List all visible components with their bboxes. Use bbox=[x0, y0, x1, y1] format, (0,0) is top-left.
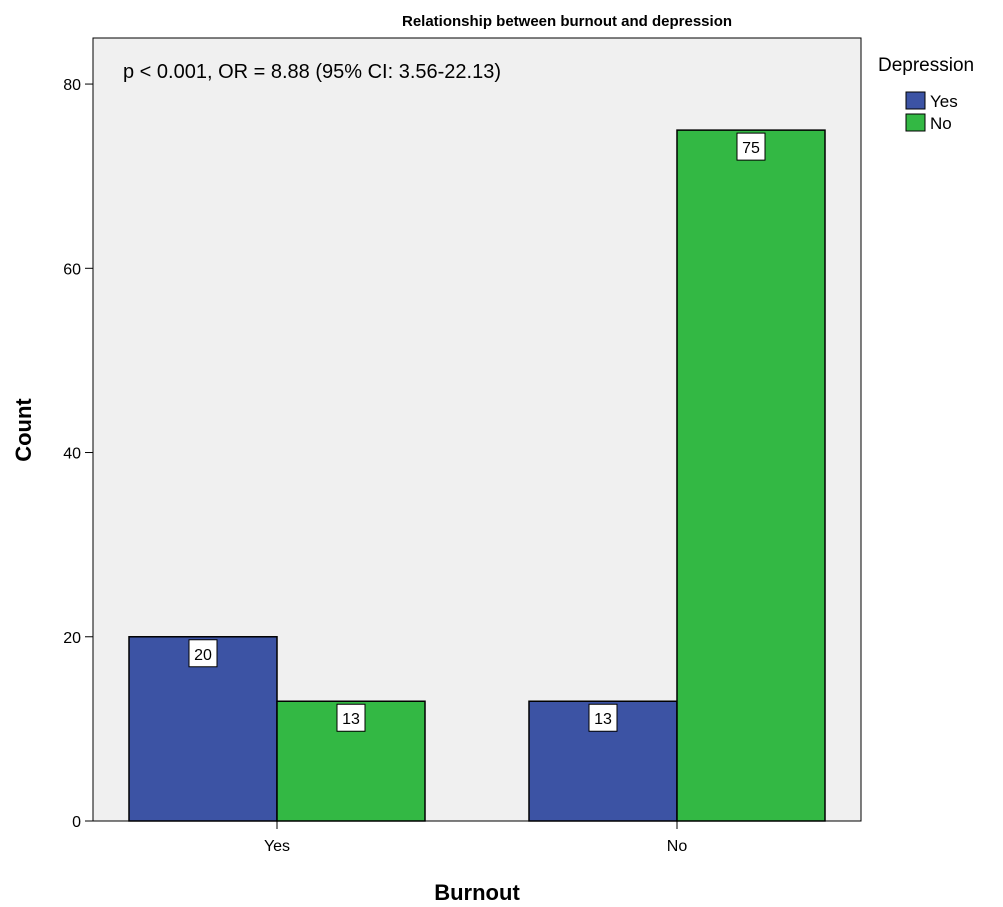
bar bbox=[676, 129, 826, 822]
data-label-box bbox=[188, 639, 218, 668]
y-tick-label: 40 bbox=[63, 446, 81, 463]
data-label: 75 bbox=[742, 140, 760, 157]
y-tick-label: 60 bbox=[63, 261, 81, 278]
legend-label: Yes bbox=[930, 92, 958, 111]
legend-swatch bbox=[905, 91, 926, 110]
data-label-box bbox=[588, 703, 618, 732]
legend-label: No bbox=[930, 114, 952, 133]
bar bbox=[128, 636, 278, 822]
legend: Depression Yes No bbox=[878, 55, 974, 133]
chart-title: Relationship between burnout and depress… bbox=[402, 13, 732, 30]
data-label-box bbox=[336, 703, 366, 732]
y-tick-label: 0 bbox=[72, 814, 81, 831]
data-label: 20 bbox=[194, 647, 212, 664]
x-tick-label: Yes bbox=[264, 838, 290, 855]
y-tick-label: 80 bbox=[63, 77, 81, 94]
data-label: 13 bbox=[594, 711, 612, 728]
y-tick-label: 20 bbox=[63, 630, 81, 647]
legend-swatch bbox=[905, 113, 926, 132]
stats-annotation: p < 0.001, OR = 8.88 (95% CI: 3.56-22.13… bbox=[123, 61, 501, 83]
y-axis-title: Count bbox=[11, 398, 36, 462]
legend-title: Depression bbox=[878, 55, 974, 76]
data-label: 13 bbox=[342, 711, 360, 728]
x-tick-label: No bbox=[667, 838, 688, 855]
x-axis-title: Burnout bbox=[434, 880, 520, 905]
data-label-box bbox=[736, 132, 766, 161]
